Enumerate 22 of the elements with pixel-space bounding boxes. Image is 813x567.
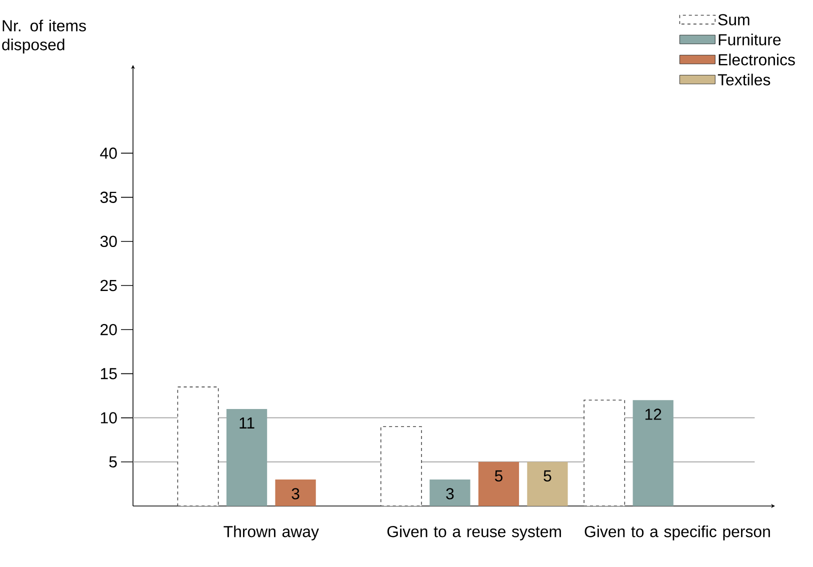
y-axis-title: Nr. of items disposed bbox=[2, 20, 86, 54]
y-tick-label: 5 bbox=[109, 456, 117, 468]
y-tick-label: 25 bbox=[100, 280, 117, 292]
y-tick-label: 20 bbox=[100, 324, 117, 336]
x-tick-label: Thrown away bbox=[224, 526, 319, 540]
legend-label: Textiles bbox=[718, 74, 770, 86]
x-tick-label: Given to a reuse system bbox=[387, 526, 561, 540]
y-tick-label: 30 bbox=[100, 236, 117, 248]
y-tick-label: 15 bbox=[100, 368, 117, 380]
data-label: 12 bbox=[645, 408, 662, 420]
legend-label: Sum bbox=[718, 14, 750, 26]
data-label: 3 bbox=[292, 488, 300, 500]
data-label: 5 bbox=[544, 470, 552, 482]
x-tick-label: Given to a specific person bbox=[584, 526, 770, 540]
y-tick-label: 10 bbox=[100, 412, 117, 424]
y-tick-label: 35 bbox=[100, 192, 117, 203]
y-tick-label: 40 bbox=[100, 148, 117, 159]
data-label: 11 bbox=[240, 417, 254, 428]
data-label: 5 bbox=[494, 470, 502, 482]
legend-label: Furniture bbox=[718, 34, 781, 46]
data-label: 3 bbox=[446, 488, 454, 500]
legend-label: Electronics bbox=[718, 54, 795, 66]
